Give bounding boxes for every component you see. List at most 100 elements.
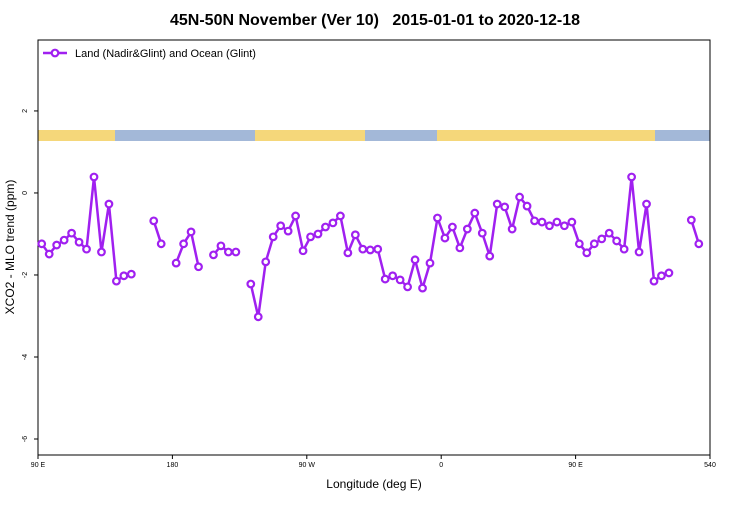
data-point [194, 262, 203, 272]
data-point [306, 232, 315, 242]
data-point [492, 199, 502, 209]
data-point [261, 257, 271, 267]
data-point [126, 269, 136, 279]
data-point [67, 228, 76, 238]
data-point [403, 282, 413, 292]
y-tick-label: -4 [22, 354, 29, 360]
data-point [365, 245, 375, 255]
x-tick-label: 90 E [568, 462, 583, 469]
data-point [52, 240, 62, 250]
legend-marker [50, 48, 60, 58]
data-point [97, 247, 106, 257]
data-point [149, 216, 159, 226]
data-point [552, 217, 562, 227]
data-point [89, 172, 99, 182]
data-point [462, 224, 472, 234]
plot-frame [37, 39, 711, 456]
data-point [448, 222, 457, 232]
data-point [582, 248, 592, 258]
data-point [507, 224, 517, 234]
data-point [111, 276, 121, 286]
x-tick-label: 0 [439, 462, 443, 469]
data-point [216, 241, 226, 251]
data-point [253, 312, 263, 322]
data-point [627, 172, 636, 182]
data-point [500, 202, 510, 212]
data-point [395, 275, 405, 285]
x-axis-label: Longitude (deg E) [326, 477, 421, 491]
data-point [634, 247, 644, 257]
land-band [437, 130, 655, 141]
data-point [380, 274, 390, 284]
data-point [649, 276, 659, 286]
data-point [321, 222, 330, 232]
data-point [642, 199, 651, 209]
data-point [597, 234, 607, 244]
land-band [38, 130, 115, 141]
y-tick-label: 0 [22, 191, 29, 195]
y-axis-label: XCO2 - MLO trend (ppm) [3, 180, 17, 315]
data-point [119, 271, 129, 281]
data-point [44, 249, 54, 259]
y-tick-label: -2 [22, 272, 29, 278]
data-point [171, 258, 181, 268]
data-point [283, 226, 293, 236]
data-point [545, 221, 554, 231]
data-point [298, 246, 308, 256]
data-point [350, 230, 360, 240]
y-tick-label: -6 [22, 436, 29, 442]
data-point [470, 208, 480, 218]
data-point [82, 244, 91, 254]
data-point [530, 216, 539, 226]
data-point [619, 244, 629, 254]
data-point [59, 235, 69, 245]
data-point [410, 255, 420, 265]
data-point [560, 221, 569, 231]
data-point [37, 239, 47, 249]
data-point [537, 217, 547, 227]
data-point [268, 232, 278, 242]
data-point [104, 199, 114, 209]
land-band [255, 130, 365, 141]
x-tick-label: 90 W [299, 462, 316, 469]
data-point [209, 250, 218, 260]
data-point [455, 243, 465, 253]
data-point [179, 239, 189, 249]
data-point [291, 211, 301, 221]
data-point [664, 268, 674, 278]
y-tick-label: 2 [22, 109, 29, 113]
data-point [313, 229, 323, 239]
data-point [373, 244, 383, 254]
x-tick-label: 540 [704, 462, 716, 469]
data-point [477, 228, 487, 238]
data-point [567, 217, 577, 227]
chart-title: 45N-50N November (Ver 10) 2015-01-01 to … [170, 12, 580, 29]
data-point [156, 239, 166, 249]
legend-label: Land (Nadir&Glint) and Ocean (Glint) [75, 48, 256, 60]
data-point [388, 271, 398, 281]
ocean-band [38, 130, 710, 141]
data-point [343, 248, 353, 258]
map-strip [38, 130, 710, 141]
data-point [246, 279, 256, 289]
data-point [657, 271, 666, 281]
data-point [589, 239, 599, 249]
data-point [276, 221, 286, 231]
data-point [522, 201, 532, 211]
data-point [433, 213, 442, 223]
data-point [186, 227, 196, 237]
x-tick-label: 90 E [31, 462, 46, 469]
data-point [612, 236, 622, 246]
data-point [418, 283, 427, 293]
data-point [604, 228, 614, 238]
data-point [694, 239, 704, 249]
data-point [425, 258, 435, 268]
data-point [74, 237, 84, 247]
x-tick-label: 180 [167, 462, 179, 469]
data-point [231, 247, 241, 257]
data-point [574, 239, 584, 249]
data-point [515, 192, 524, 202]
data-point [223, 247, 233, 257]
